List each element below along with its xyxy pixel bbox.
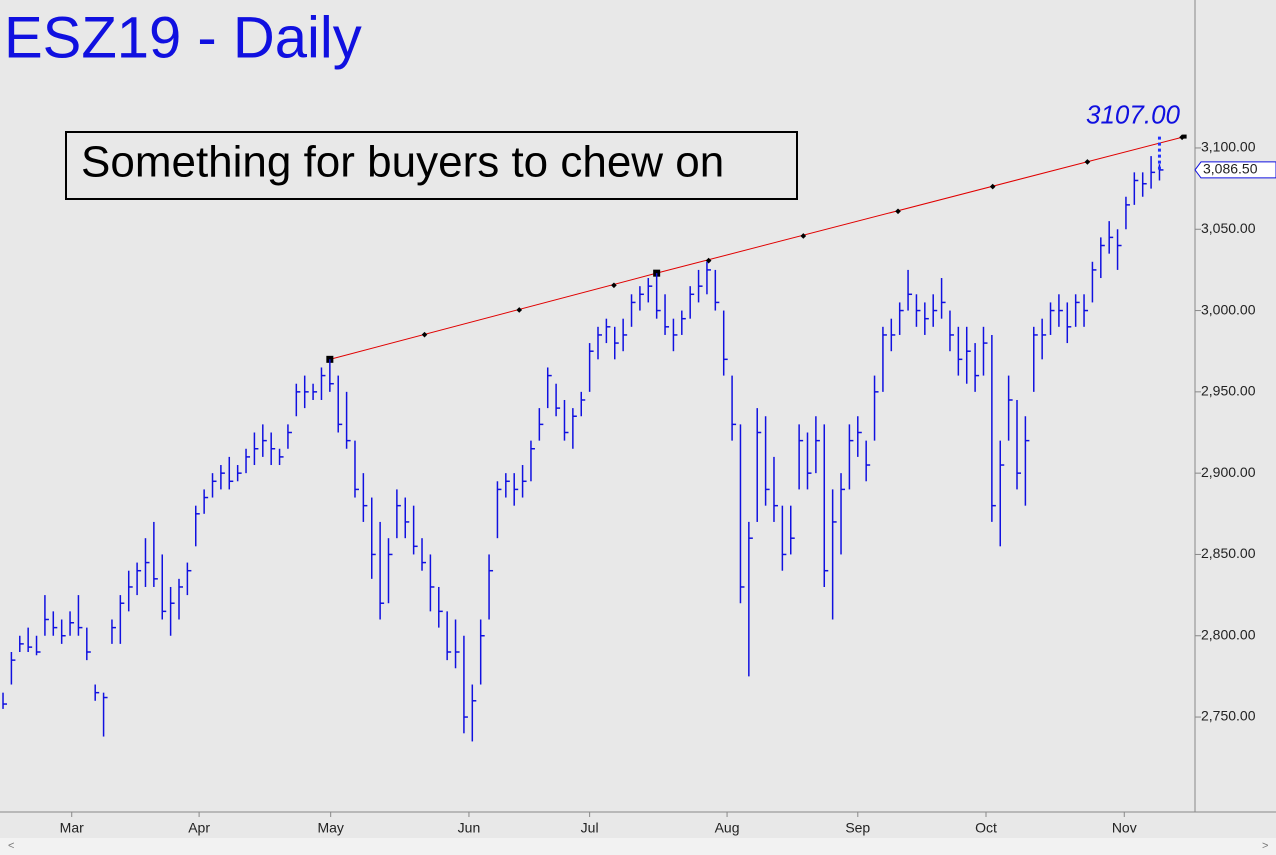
y-tick-label: 2,850.00 xyxy=(1201,545,1256,561)
x-tick-label: Mar xyxy=(60,820,84,836)
y-tick-label: 3,000.00 xyxy=(1201,301,1256,317)
scroll-left[interactable]: < xyxy=(8,840,14,852)
trend-dot xyxy=(895,208,901,215)
last-price-label: 3,086.50 xyxy=(1203,161,1258,177)
trend-dot xyxy=(421,331,428,338)
x-tick-label: Nov xyxy=(1112,820,1137,836)
trend-dot xyxy=(989,183,996,190)
trend-end xyxy=(1182,134,1187,139)
x-tick-label: Aug xyxy=(715,820,740,836)
trend-dot xyxy=(611,282,617,289)
y-tick-label: 2,800.00 xyxy=(1201,626,1256,642)
scrollbar[interactable] xyxy=(0,838,1276,855)
annotation: Something for buyers to chew on xyxy=(81,138,724,187)
x-tick-label: Jun xyxy=(458,820,481,836)
target-label: 3107.00 xyxy=(1086,99,1181,129)
last-price-tag xyxy=(1194,161,1276,179)
trend-dot xyxy=(516,307,523,313)
trend-dot xyxy=(1084,159,1091,165)
x-tick-label: Sep xyxy=(845,820,870,836)
y-tick-label: 3,100.00 xyxy=(1201,139,1256,155)
x-tick-label: Jul xyxy=(581,820,599,836)
y-tick-label: 3,050.00 xyxy=(1201,220,1256,236)
trend-dot xyxy=(800,233,807,239)
x-tick-label: Apr xyxy=(188,820,210,836)
x-tick-label: May xyxy=(317,820,343,836)
y-tick-label: 2,950.00 xyxy=(1201,383,1256,399)
scroll-right[interactable]: > xyxy=(1262,840,1268,852)
y-tick-label: 2,750.00 xyxy=(1201,708,1256,724)
x-tick-label: Oct xyxy=(975,820,997,836)
annotation-box xyxy=(65,131,798,200)
chart-title: ESZ19 - Daily xyxy=(4,5,362,70)
y-tick-label: 2,900.00 xyxy=(1201,464,1256,480)
